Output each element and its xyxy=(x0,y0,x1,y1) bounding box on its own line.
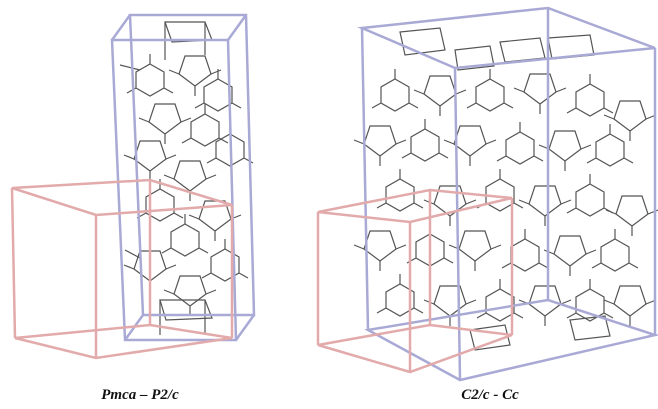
framework-right xyxy=(354,28,658,350)
caption: Pmca – P2/c xyxy=(101,387,179,403)
caption: C2/c - Cc xyxy=(461,387,519,403)
unit-cell-pink-right xyxy=(318,190,512,372)
figure: Pmca – P2/c C2/c - Cc xyxy=(0,0,658,409)
